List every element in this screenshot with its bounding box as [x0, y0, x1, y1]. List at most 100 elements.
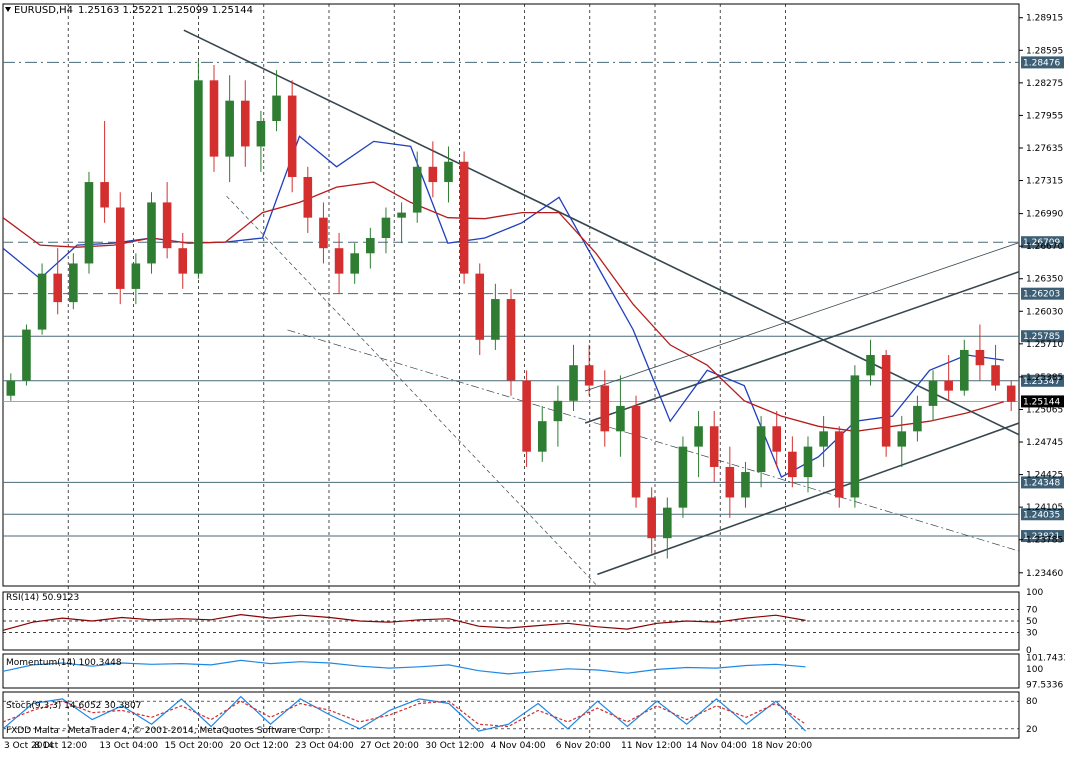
candle-body [569, 365, 578, 401]
candle [647, 487, 656, 554]
candle-body [287, 95, 297, 177]
candle [475, 263, 485, 356]
candle [850, 365, 860, 508]
price-level-box [1021, 374, 1064, 387]
candle-body [600, 385, 610, 432]
candle-body [944, 380, 953, 391]
candle [741, 461, 750, 508]
candle [131, 253, 141, 305]
candle [959, 339, 969, 396]
candle [600, 370, 610, 447]
candle-body [428, 166, 438, 183]
x-tick-label: 20 Oct 12:00 [230, 741, 289, 751]
symbol-label: EURUSD,H4 [14, 5, 73, 16]
candle-body [709, 426, 719, 467]
candle-body [553, 400, 563, 422]
mom-y-tick-label: 97.5336 [1026, 681, 1063, 691]
copyright-text: FXDD Malta - MetaTrader 4, © 2001-2014, … [6, 726, 323, 736]
candle-body [631, 405, 641, 498]
mom-y-tick-label: 100 [1026, 665, 1043, 675]
candle-body [319, 217, 328, 249]
candle [491, 283, 500, 350]
candle [522, 370, 531, 467]
price-level-box [1021, 236, 1064, 249]
candle-body [459, 161, 469, 274]
candle [397, 202, 406, 244]
dropdown-arrow-icon[interactable] [5, 7, 11, 12]
candle-body [147, 202, 156, 264]
mom-y-tick-label: 101.7433 [1026, 654, 1065, 664]
stoch-main-line [2, 695, 807, 732]
candle [584, 344, 594, 396]
candle-body [991, 365, 1000, 386]
price-level-label: 1.24348 [1023, 478, 1060, 488]
candle [553, 385, 563, 447]
candle-body [725, 466, 735, 498]
candle [303, 166, 313, 233]
candle [772, 410, 782, 467]
candles-layer [6, 59, 1016, 559]
momentum-title: Momentum(14) 100.3448 [6, 658, 122, 668]
y-tick-label: 1.26030 [1026, 307, 1063, 317]
ascending-channel-upper-trendline [584, 270, 1020, 424]
x-tick-label: 6 Nov 20:00 [556, 741, 611, 751]
candle-body [53, 273, 63, 303]
candle [928, 370, 938, 422]
y-tick-label: 1.26350 [1026, 275, 1063, 285]
candle-body [272, 95, 281, 122]
x-tick-label: 4 Nov 04:00 [491, 741, 546, 751]
candle-body [741, 472, 750, 498]
x-tick-label: 13 Oct 04:00 [99, 741, 158, 751]
candle-body [37, 273, 47, 330]
candle [412, 151, 422, 223]
rsi-line [2, 613, 806, 631]
candle-body [397, 212, 406, 218]
y-tick-label: 1.28275 [1026, 79, 1063, 89]
candle [444, 146, 453, 203]
candle [194, 59, 203, 279]
y-tick-label: 1.23785 [1026, 536, 1063, 546]
candle-body [350, 253, 359, 274]
rsi-title: RSI(14) 50.9123 [6, 593, 79, 603]
candle [709, 410, 719, 483]
price-level-box [1021, 56, 1064, 69]
candle-body [381, 217, 391, 239]
candle-body [819, 431, 828, 447]
candle-body [162, 202, 172, 249]
indicators-layer [2, 591, 1019, 732]
stoch-signal-line [2, 700, 806, 728]
price-level-label: 1.23821 [1023, 532, 1060, 542]
candle [537, 405, 547, 462]
candle-body [788, 451, 797, 478]
momentum-line [2, 659, 806, 675]
candle [350, 243, 359, 284]
candle-body [240, 100, 250, 147]
price-level-box [1021, 530, 1064, 543]
descending-dashdot-trendline [287, 329, 1020, 552]
candle-body [772, 426, 782, 452]
candle-body [584, 365, 594, 386]
candle-body [928, 380, 938, 406]
candle [178, 232, 188, 289]
candle [209, 65, 219, 172]
chart-header: EURUSD,H4 1.25163 1.25221 1.25099 1.2514… [5, 5, 253, 16]
candle [788, 436, 797, 488]
candle-body [881, 355, 891, 447]
candle-body [694, 426, 703, 447]
candle-body [959, 349, 969, 391]
candle-body [897, 431, 907, 447]
x-tick-label: 11 Nov 12:00 [621, 741, 682, 751]
candle [272, 70, 281, 132]
candle [694, 410, 703, 478]
candle [22, 324, 31, 386]
candle [819, 416, 828, 467]
candle-body [334, 248, 344, 274]
y-tick-label: 1.24105 [1026, 503, 1063, 513]
candle-body [6, 380, 16, 396]
y-tick-label: 1.25385 [1026, 373, 1063, 383]
candle-body [491, 299, 500, 340]
candle [334, 232, 344, 294]
